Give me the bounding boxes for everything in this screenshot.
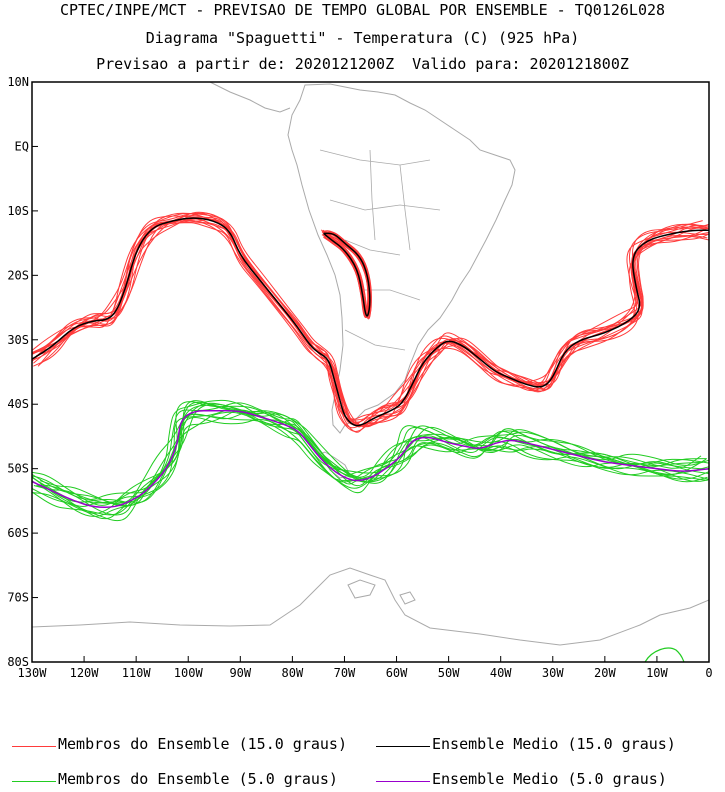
lat-label: 50S [7,462,29,476]
legend-line-mean-15 [376,746,430,747]
member-5-contour [32,409,708,514]
lat-label: 60S [7,526,29,540]
lon-label: 120W [70,666,100,680]
lon-label: 90W [229,666,251,680]
mean-15-andes-contour [323,232,371,317]
member-15-contour [37,219,709,426]
lon-label: 110W [122,666,152,680]
legend-mean-15: Ensemble Medio (15.0 graus) [432,735,676,753]
lat-label: 20S [7,268,29,282]
mean-5-contour [32,409,709,509]
lat-label: 40S [7,397,29,411]
member-15-contour [38,215,709,428]
lon-label: 100W [174,666,204,680]
lon-label: 40W [490,666,512,680]
lon-label: 10W [646,666,668,680]
legend-mean-5: Ensemble Medio (5.0 graus) [432,770,667,788]
member-15-contour [36,211,709,427]
member-15-contour [34,212,709,420]
legend-line-members-5 [12,781,56,782]
plot-frame [31,81,710,663]
antarctic-islands [347,579,416,605]
member-15-contour [32,212,707,423]
member-15-contour [32,220,708,432]
lon-label: 70W [334,666,356,680]
lon-label: 20W [594,666,616,680]
member-15-contour [32,218,709,428]
country-borders [319,149,441,351]
legend-members-15: Membros do Ensemble (15.0 graus) [58,735,347,753]
lon-label: 60W [386,666,408,680]
legend-line-mean-5 [376,781,430,782]
lat-label: EQ [15,139,29,153]
lat-label: 70S [7,591,29,605]
members-15-layer [32,211,709,433]
lon-label: 130W [18,666,48,680]
lat-label: 10S [7,204,29,218]
member-5-contour [39,400,709,507]
south-america-coastline [287,83,516,434]
member-15-contour [32,220,705,429]
ensemble-means-layer [32,217,709,509]
lat-label: 80S [7,655,29,669]
coastline-layer [32,82,709,646]
legend-line-members-15 [12,746,56,747]
title-line-3: Previsao a partir de: 2020121200Z Valido… [96,55,629,73]
member-15-andes-contour [322,233,370,318]
extra-contour-layer [644,647,685,662]
green-contour-south [644,647,685,662]
member-5-contour [32,402,707,504]
antarctica-coastline [32,567,709,646]
lat-label: 10N [7,75,29,89]
lon-label: 80W [282,666,304,680]
title-line-2: Diagrama "Spaguetti" - Temperatura (C) (… [145,29,580,47]
member-5-contour [32,404,703,504]
lon-label: 0 [705,666,712,680]
lon-label: 30W [542,666,564,680]
central-america-coastline [209,82,291,113]
legend-members-5: Membros do Ensemble (5.0 graus) [58,770,338,788]
lat-label: 30S [7,333,29,347]
member-15-contour [32,218,709,427]
mean-15-contour [32,217,709,427]
lon-label: 50W [438,666,460,680]
title-line-1: CPTEC/INPE/MCT - PREVISAO DE TEMPO GLOBA… [59,1,666,19]
